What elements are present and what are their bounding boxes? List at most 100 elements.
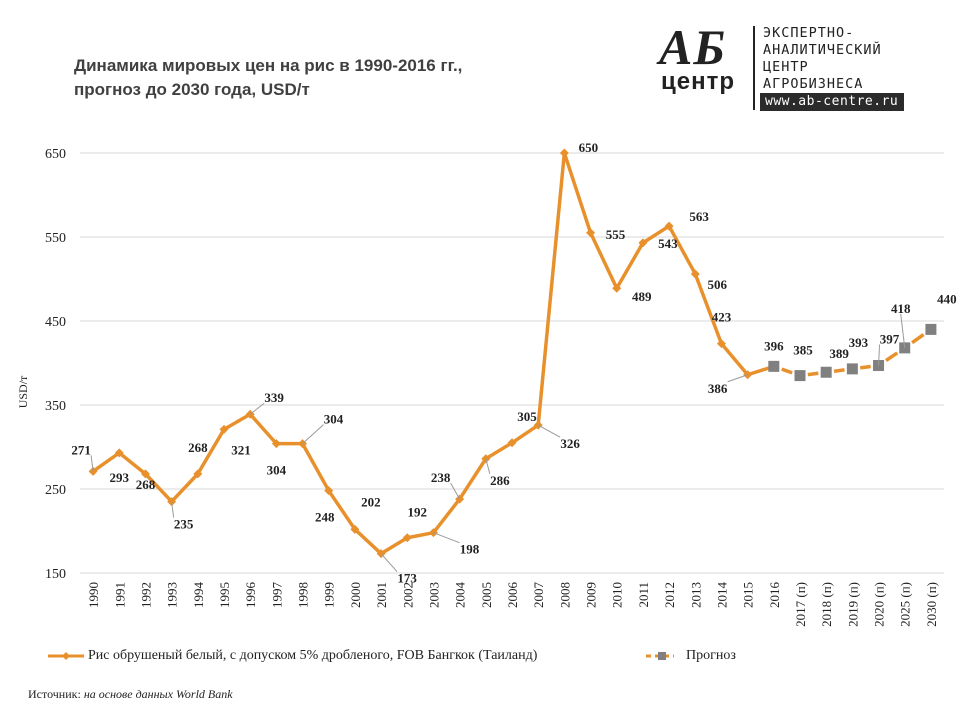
data-label: 202 [361, 494, 381, 509]
logo-mark: АБ центр [655, 19, 747, 104]
x-tick-label: 2014 [714, 582, 729, 609]
x-tick-label: 2018 (п) [819, 582, 834, 627]
legend-label-forecast: Прогноз [686, 648, 736, 663]
logo-website: www.ab-centre.ru [760, 93, 905, 111]
grid-layer [80, 152, 944, 574]
legend-swatch-forecast [646, 652, 674, 660]
data-label: 489 [632, 289, 652, 304]
data-point-actual [638, 238, 648, 248]
x-tick-label: 2013 [688, 582, 703, 608]
leader-lines [90, 313, 906, 573]
logo-text-line1: ЭКСПЕРТНО- [763, 25, 855, 41]
data-label: 248 [315, 510, 335, 525]
label-leader-line [900, 313, 906, 348]
legend-swatch-actual [48, 652, 84, 660]
logo-text-line2: АНАЛИТИЧЕСКИЙ [763, 42, 882, 58]
data-point-forecast [768, 360, 780, 372]
data-label: 563 [689, 209, 709, 224]
data-label: 173 [397, 571, 417, 586]
x-tick-label: 2007 [531, 582, 546, 609]
data-label: 543 [658, 236, 678, 251]
x-tick-label: 1998 [296, 582, 311, 608]
data-label: 397 [880, 332, 900, 347]
label-leader-line [878, 344, 881, 366]
data-label: 304 [324, 412, 344, 427]
data-label: 555 [606, 227, 626, 242]
ab-centre-logo: АБ центр ЭКСПЕРТНО- АНАЛИТИЧЕСКИЙ ЦЕНТР … [655, 19, 925, 114]
data-point-actual [324, 486, 334, 496]
y-tick-label: 250 [45, 483, 66, 498]
series-line-actual [92, 151, 775, 556]
series-line-forecast [911, 333, 925, 345]
x-tick-label: 2002 [400, 582, 415, 608]
data-label: 386 [708, 381, 728, 396]
data-point-actual [559, 148, 569, 158]
logo-mark-bottom: центр [661, 68, 736, 95]
x-tick-label: 2016 [767, 582, 782, 609]
x-tick-label: 1990 [86, 582, 101, 608]
label-leader-line [485, 458, 491, 474]
data-point-forecast [820, 366, 832, 378]
chart-title: Динамика мировых цен на рис в 1990-2016 … [74, 54, 462, 102]
x-tick-label: 1991 [112, 582, 127, 608]
data-label: 440 [937, 291, 957, 306]
x-tick-label: 2005 [479, 582, 494, 608]
data-point-actual [219, 424, 229, 434]
data-label: 321 [231, 442, 251, 457]
data-point-actual [690, 269, 700, 279]
data-point-actual [140, 469, 150, 479]
data-label: 198 [460, 542, 480, 557]
label-leader-line [249, 402, 265, 415]
y-tick-label: 550 [45, 231, 66, 246]
x-axis: 1990 1991 1992 1993 1994 1995 1996 1997 1998 1999… [86, 582, 939, 627]
data-point-forecast [925, 323, 937, 335]
logo-text-line4: АГРОБИЗНЕСА [763, 76, 864, 92]
data-label: 396 [764, 338, 784, 353]
logo-text: ЭКСПЕРТНО- АНАЛИТИЧЕСКИЙ ЦЕНТР АГРОБИЗНЕ… [763, 25, 882, 93]
label-leader-line [537, 424, 561, 438]
x-tick-label: 2001 [374, 582, 389, 608]
data-point-actual [586, 228, 596, 238]
series-line-forecast [885, 351, 899, 362]
data-point-actual [612, 283, 622, 293]
data-point-actual [193, 469, 203, 479]
x-tick-label: 2006 [505, 582, 520, 609]
source-note: Источник: на основе данных World Bank [28, 687, 233, 702]
data-label: 506 [708, 277, 728, 292]
x-tick-label: 2017 (п) [793, 582, 808, 627]
x-tick-label: 2019 (п) [845, 582, 860, 627]
logo-divider [753, 26, 755, 110]
legend-label-actual: Рис обрушеный белый, с допуском 5% дробл… [88, 648, 538, 663]
data-point-forecast [794, 370, 806, 382]
data-label: 385 [793, 343, 813, 358]
label-leader-line [450, 482, 461, 500]
data-point-actual [664, 221, 674, 231]
x-tick-label: 1995 [217, 582, 232, 608]
data-label: 192 [408, 505, 428, 520]
x-tick-label: 2020 (п) [872, 582, 887, 627]
data-point-actual [507, 438, 517, 448]
chart-title-line1: Динамика мировых цен на рис в 1990-2016 … [74, 56, 463, 75]
data-point-actual [114, 448, 124, 458]
x-tick-label: 2004 [453, 582, 468, 609]
data-label: 304 [267, 463, 287, 478]
data-point-actual [350, 524, 360, 534]
data-labels: 271 293 268 235 268 321 339 304 304 248 202 173 192 1… [71, 140, 956, 586]
data-label: 393 [849, 335, 869, 350]
data-point-actual [271, 439, 281, 449]
label-leader-line [171, 501, 175, 518]
data-label: 235 [174, 517, 194, 532]
y-tick-label: 150 [45, 567, 66, 582]
x-tick-label: 1992 [138, 582, 153, 608]
data-label: 286 [490, 473, 510, 488]
data-label: 389 [829, 346, 849, 361]
y-tick-label: 650 [45, 147, 66, 162]
data-label: 423 [712, 310, 732, 325]
data-label: 305 [517, 409, 537, 424]
series-line-forecast [833, 368, 845, 373]
x-tick-label: 2000 [348, 582, 363, 608]
series-line-forecast [781, 367, 793, 375]
x-tick-label: 2003 [426, 582, 441, 608]
logo-mark-top: АБ [659, 19, 727, 75]
